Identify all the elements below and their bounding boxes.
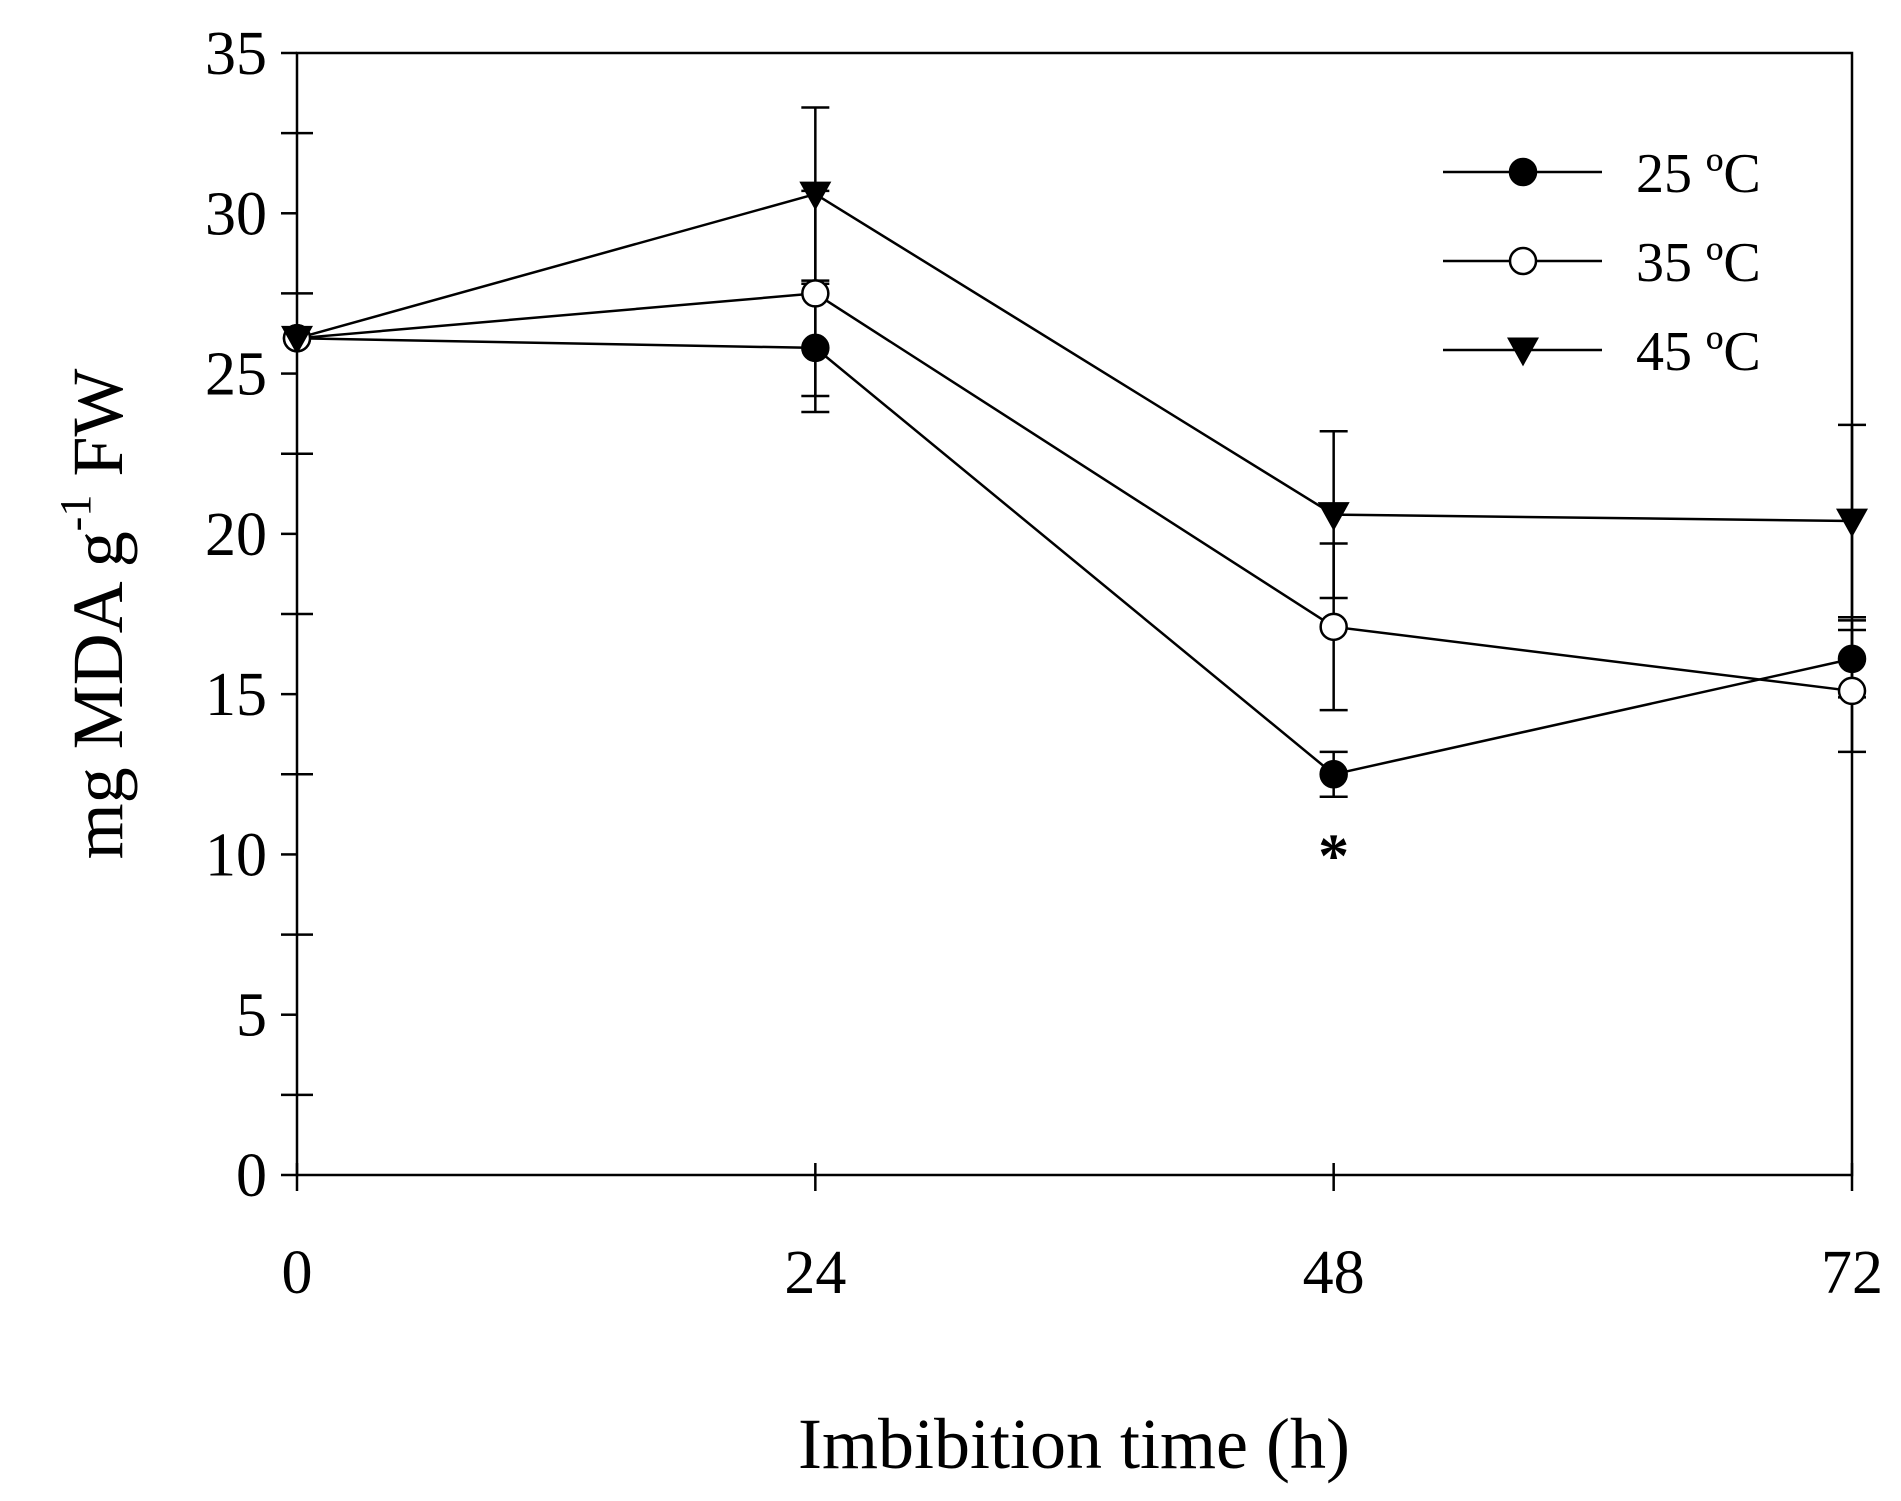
plot-frame (295, 51, 1854, 1177)
y-axis-title: mg MDA g-1 FW (51, 369, 138, 860)
x-tick-label: 48 (1303, 1239, 1365, 1307)
y-tick-label: 30 (205, 180, 267, 248)
y-tick-label: 10 (205, 821, 267, 889)
x-axis-title: Imbibition time (h) (798, 1404, 1350, 1484)
data-point-series-2 (1319, 612, 1348, 642)
y-axis-ticks: 0 5 10 15 20 25 30 35 (205, 20, 313, 1210)
y-tick-label: 5 (236, 982, 267, 1050)
data-markers (281, 181, 1868, 789)
data-point-series-3 (1836, 508, 1868, 538)
legend-label: 25 ºC (1636, 143, 1761, 205)
data-point-series-2 (801, 279, 830, 308)
legend-label: 35 ºC (1636, 232, 1761, 294)
series-line-2 (296, 292, 1853, 693)
data-point-series-1 (1319, 760, 1348, 789)
x-tick-label: 24 (784, 1239, 846, 1307)
series-lines (296, 192, 1853, 776)
x-axis-ticks: 0 24 48 72 (282, 1163, 1883, 1307)
legend-marker-1 (1508, 157, 1538, 187)
data-point-series-3 (1317, 502, 1350, 531)
significance-marker: * (1318, 822, 1349, 890)
series-line-1 (296, 337, 1853, 776)
annotations: * (1318, 822, 1349, 890)
legend-label: 45 ºC (1636, 321, 1761, 383)
series-line-3 (296, 192, 1853, 523)
y-tick-label: 35 (205, 20, 267, 88)
legend-marker-2 (1508, 246, 1538, 276)
x-tick-label: 0 (282, 1239, 313, 1307)
y-axis-title-superscript: -1 (51, 495, 100, 532)
y-tick-label: 25 (205, 341, 267, 409)
legend: 25 ºC 35 ºC 45 ºC (1443, 143, 1761, 383)
data-point-series-2 (1837, 676, 1867, 706)
error-bars (801, 106, 1866, 798)
data-point-series-1 (801, 333, 830, 363)
y-tick-label: 20 (205, 501, 267, 569)
y-axis-title-main: mg MDA g (58, 531, 138, 859)
y-tick-label: 0 (236, 1142, 267, 1210)
data-point-series-3 (281, 325, 313, 355)
y-tick-label: 15 (205, 661, 267, 729)
legend-marker-3 (1507, 337, 1539, 367)
data-point-series-3 (799, 181, 832, 211)
x-tick-label: 72 (1821, 1239, 1883, 1307)
data-point-series-1 (1837, 644, 1867, 674)
y-axis-title-suffix: FW (58, 369, 138, 495)
